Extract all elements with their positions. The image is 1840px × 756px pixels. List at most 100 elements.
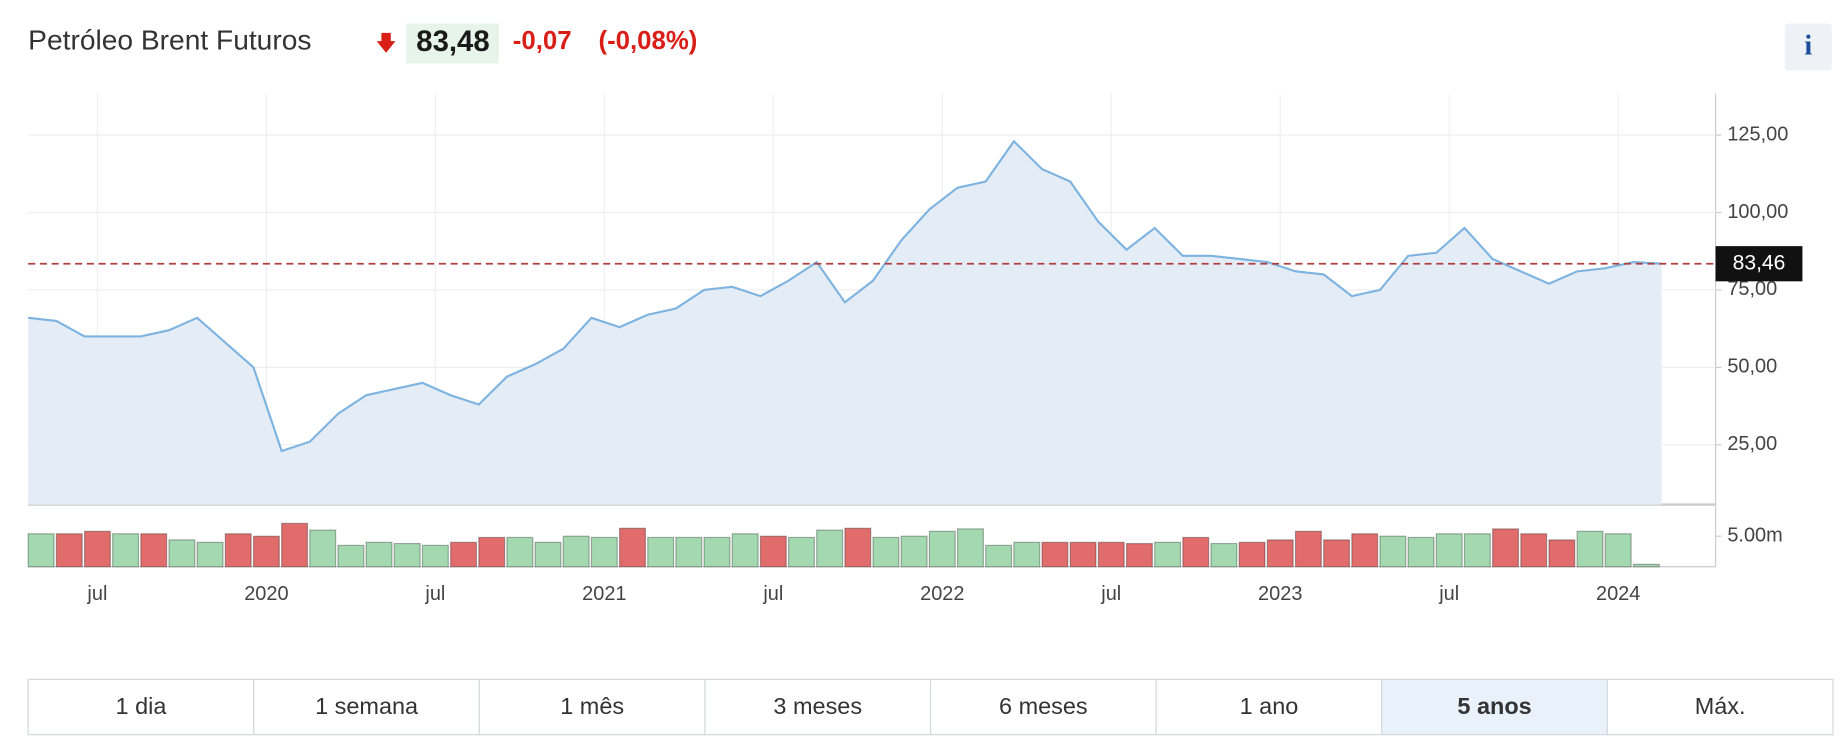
- volume-bar: [55, 533, 83, 568]
- info-button[interactable]: i: [1784, 23, 1832, 71]
- plot: jul 2020 jul 2021 jul 2022 jul 2023 jul 2024 25,00…: [27, 93, 1803, 605]
- volume-bar: [478, 536, 506, 568]
- tab-label[interactable]: 1 semana: [315, 693, 419, 719]
- price-line: [28, 139, 1662, 453]
- y-tick-label: 50,00: [1727, 356, 1777, 378]
- volume-bar: [337, 544, 365, 568]
- volume-bar: [224, 533, 252, 568]
- volume-bar: [1182, 536, 1210, 568]
- volume-bar: [759, 535, 787, 568]
- volume-bar: [140, 533, 168, 568]
- volume-bar: [112, 533, 140, 568]
- volume-bar: [1041, 541, 1069, 568]
- volume-bar: [1463, 533, 1491, 568]
- tab[interactable]: [253, 678, 480, 736]
- y-tick-label: 75,00: [1727, 278, 1777, 300]
- volume-bar: [1125, 542, 1153, 568]
- volume-bar: [421, 544, 449, 568]
- volume-bar: [83, 530, 111, 568]
- volume-bar: [675, 536, 703, 568]
- volume-bar: [590, 536, 618, 568]
- volume-bar: [27, 533, 55, 568]
- volume-bar: [844, 527, 872, 568]
- volume-bar: [506, 536, 534, 568]
- tab[interactable]: [478, 678, 706, 736]
- y-tick-label: 25,00: [1727, 433, 1777, 455]
- volume-bar: [928, 530, 956, 568]
- tab-label[interactable]: 1 mês: [560, 693, 624, 719]
- volume-bar: [619, 527, 647, 568]
- tab-label[interactable]: Máx.: [1695, 693, 1746, 719]
- tab-label[interactable]: 3 meses: [773, 693, 862, 719]
- volume-bar: [1435, 533, 1463, 568]
- tab-label[interactable]: 6 meses: [999, 693, 1088, 719]
- volume-bar: [450, 541, 478, 568]
- volume-bar: [196, 541, 224, 568]
- y-tick-label: 125,00: [1727, 123, 1788, 145]
- volume-bar: [1492, 528, 1520, 568]
- volume-bar: [900, 535, 928, 568]
- volume-bar: [787, 536, 815, 568]
- info-label[interactable]: i: [1804, 31, 1812, 62]
- volume-bar: [1294, 530, 1322, 568]
- volume-bar: [816, 529, 844, 568]
- x-tick-label: 2023: [1258, 583, 1302, 605]
- tab[interactable]: [27, 678, 255, 736]
- volume-bar: [534, 541, 562, 568]
- tab[interactable]: [929, 678, 1157, 736]
- volume-bar: [1266, 539, 1294, 568]
- title: Petróleo Brent Futuros: [28, 25, 311, 56]
- volume-bar: [872, 536, 900, 568]
- volume-bar: [1154, 541, 1182, 568]
- change: -0,07: [513, 27, 572, 55]
- x-tick-label: 2020: [244, 583, 288, 605]
- volume-bar: [1351, 533, 1379, 568]
- x-tick-label: jul: [424, 583, 445, 605]
- volume-bar: [393, 542, 421, 568]
- y-tick-label: 5.00m: [1727, 524, 1782, 546]
- x-tick-label: jul: [1438, 583, 1459, 605]
- volume-bar: [985, 544, 1013, 568]
- tab-label[interactable]: 1 dia: [116, 693, 168, 719]
- volume-bar: [1069, 541, 1097, 568]
- volume-bar: [1210, 542, 1238, 568]
- volume-bar: [168, 539, 196, 568]
- tab-label[interactable]: 1 ano: [1240, 693, 1299, 719]
- x-tick-label: 2022: [920, 583, 964, 605]
- volume-bar: [1548, 539, 1576, 568]
- volume-bar: [703, 536, 731, 568]
- volume-bar: [252, 535, 280, 568]
- volume-bar: [1379, 535, 1407, 568]
- volume-bar: [1323, 539, 1351, 568]
- volume-bar: [281, 522, 309, 568]
- price-bg: [406, 23, 499, 64]
- volume-bar: [1013, 541, 1041, 568]
- volume-bar: [956, 528, 984, 568]
- volume-bar: [1604, 533, 1632, 568]
- volume-bar: [1632, 563, 1660, 568]
- info-bg[interactable]: [1784, 23, 1832, 71]
- volume-bar: [365, 541, 393, 568]
- x-tick-label: jul: [762, 583, 783, 605]
- x-tick-label: 2024: [1596, 583, 1640, 605]
- tab[interactable]: [1606, 678, 1834, 736]
- volume-bar: [1520, 533, 1548, 568]
- volume-bar: [1576, 530, 1604, 568]
- x-tick-label: jul: [1100, 583, 1121, 605]
- y-tick-label: 100,00: [1727, 201, 1788, 223]
- volume-bar: [1238, 541, 1266, 568]
- tabs: 1 dia 1 semana 1 mês 3 meses 6 meses 1 ano 5 a…: [27, 678, 1834, 736]
- tab[interactable]: [704, 678, 932, 736]
- volume-bar: [309, 529, 337, 568]
- volume-bar: [1097, 541, 1125, 568]
- tab-label[interactable]: 5 anos: [1457, 693, 1531, 719]
- reference-label: 83,46: [1733, 251, 1786, 274]
- x-tick-label: 2021: [582, 583, 626, 605]
- change-pct: (-0,08%): [598, 27, 697, 55]
- volume-bar: [647, 536, 675, 568]
- price: 83,48: [416, 25, 489, 58]
- down-arrow: [376, 32, 396, 53]
- area-fill: [28, 141, 1662, 505]
- volume-bar: [731, 533, 759, 568]
